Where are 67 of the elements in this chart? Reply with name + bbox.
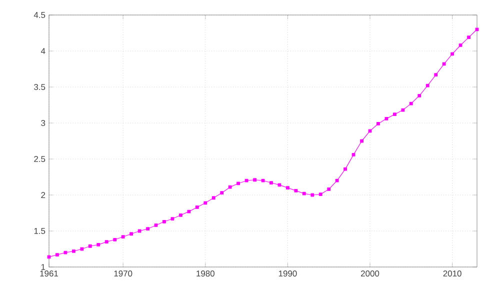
- point: [434, 73, 438, 76]
- point: [204, 201, 208, 205]
- x-tick-label: 1990: [278, 270, 297, 277]
- point: [344, 167, 348, 171]
- y-tick-label: 2.5: [34, 156, 46, 162]
- y-tick-label: 4.5: [34, 12, 46, 18]
- point: [467, 36, 470, 40]
- point: [88, 244, 92, 248]
- x-tick-label: 1970: [114, 270, 132, 277]
- point: [138, 229, 142, 233]
- y-tick-label: 3.5: [34, 84, 46, 90]
- point: [80, 247, 84, 251]
- x-tick-label: 1961: [40, 270, 58, 277]
- point: [104, 240, 108, 244]
- point: [442, 62, 446, 66]
- point: [146, 227, 150, 231]
- point: [294, 188, 298, 192]
- point: [450, 52, 454, 56]
- point: [47, 255, 51, 259]
- x-tick-label: 2000: [361, 270, 380, 277]
- point: [286, 186, 290, 190]
- point: [56, 253, 59, 256]
- point: [475, 28, 479, 32]
- point: [376, 122, 380, 126]
- y-tick-label: 2: [41, 192, 46, 198]
- point: [409, 102, 413, 106]
- point: [401, 108, 405, 112]
- point: [154, 224, 158, 227]
- point: [352, 152, 356, 156]
- point: [162, 220, 166, 224]
- point: [130, 232, 134, 236]
- point: [384, 116, 388, 120]
- point: [179, 213, 182, 217]
- point: [195, 206, 199, 209]
- point: [318, 192, 322, 196]
- point: [96, 242, 100, 246]
- point: [64, 250, 68, 254]
- x-tick-label: 2010: [443, 270, 462, 277]
- point: [121, 235, 125, 238]
- x-tick-label: 1980: [196, 270, 214, 277]
- y-tick-label: 3: [41, 120, 46, 126]
- point: [253, 178, 256, 182]
- point: [228, 185, 232, 189]
- y-tick-label: 4: [40, 48, 46, 54]
- point: [220, 191, 224, 195]
- y-tick-label: 1.5: [34, 228, 46, 234]
- point: [327, 188, 331, 191]
- point: [368, 129, 372, 133]
- point: [302, 192, 306, 196]
- point: [187, 210, 191, 214]
- point: [261, 178, 265, 182]
- point: [360, 139, 364, 143]
- point: [244, 178, 248, 182]
- point: [270, 181, 273, 184]
- point: [393, 112, 396, 116]
- point: [170, 217, 174, 220]
- point: [418, 94, 422, 98]
- point: [278, 183, 282, 187]
- y-tick-label: 1: [41, 264, 46, 270]
- point: [310, 193, 314, 197]
- point: [426, 84, 430, 88]
- point: [458, 44, 462, 47]
- point: [236, 182, 240, 186]
- point: [335, 178, 339, 182]
- point: [113, 238, 117, 242]
- point: [72, 249, 76, 253]
- point: [212, 196, 216, 200]
